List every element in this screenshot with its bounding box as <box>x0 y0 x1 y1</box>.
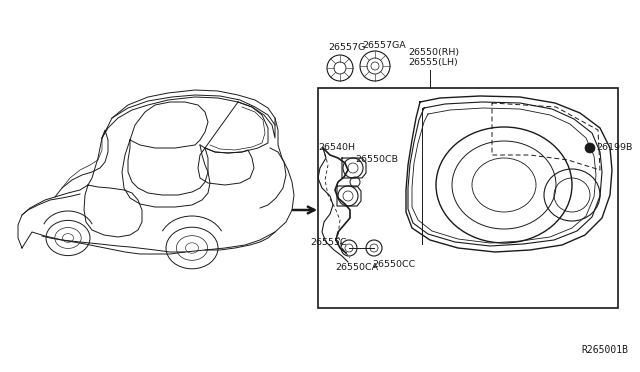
Circle shape <box>585 143 595 153</box>
Text: 26555C: 26555C <box>310 238 347 247</box>
Text: 26555(LH): 26555(LH) <box>408 58 458 67</box>
Text: 26557GA: 26557GA <box>362 41 406 50</box>
Text: 26557G: 26557G <box>328 43 365 52</box>
Text: 26199B: 26199B <box>596 143 632 152</box>
Text: 26550(RH): 26550(RH) <box>408 48 459 57</box>
Bar <box>318 88 618 308</box>
Text: 26550CB: 26550CB <box>355 155 398 164</box>
Text: 26550CA: 26550CA <box>335 263 378 272</box>
Text: 26540H: 26540H <box>318 143 355 152</box>
Text: 26550CC: 26550CC <box>372 260 415 269</box>
Text: R265001B: R265001B <box>581 345 628 355</box>
